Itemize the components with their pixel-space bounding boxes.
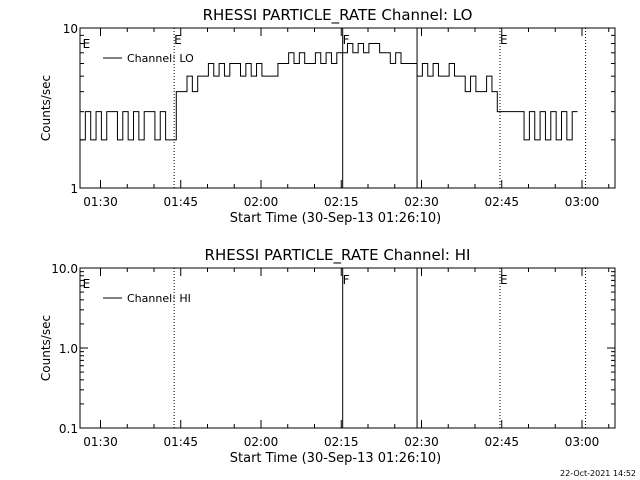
event-marker: E — [500, 33, 508, 47]
x-tick-label: 02:45 — [484, 195, 519, 209]
y-tick-label: 10.0 — [51, 262, 78, 276]
panel-hi: RHESSI PARTICLE_RATE Channel: HI 0.1 1.0 10… — [39, 246, 616, 466]
legend-label: Channel: HI — [127, 292, 191, 305]
x-tick-label: 02:30 — [404, 435, 439, 449]
x-axis-label: Start Time (30-Sep-13 01:26:10) — [230, 451, 441, 466]
event-marker: E — [500, 273, 508, 287]
x-tick-label: 03:00 — [565, 435, 600, 449]
event-marker: F — [343, 33, 350, 47]
x-tick-label: 01:45 — [163, 435, 198, 449]
edge-marker: E — [83, 37, 91, 51]
x-tick-label: 03:00 — [565, 195, 600, 209]
panel-lo: RHESSI PARTICLE_RATE Channel: LO 1 10 01:30… — [39, 6, 616, 226]
x-axis-label: Start Time (30-Sep-13 01:26:10) — [230, 211, 441, 226]
y-axis-label: Counts/sec — [39, 315, 53, 381]
series-line — [80, 43, 578, 141]
y-tick-label: 1.0 — [59, 342, 78, 356]
edge-marker: E — [83, 277, 91, 291]
event-marker: F — [343, 273, 350, 287]
x-tick-label: 02:00 — [244, 195, 279, 209]
y-tick-label: 0.1 — [59, 422, 78, 436]
event-marker: E — [174, 33, 182, 47]
chart-title: RHESSI PARTICLE_RATE Channel: LO — [203, 6, 473, 25]
y-axis-label: Counts/sec — [39, 75, 53, 141]
y-tick-label: 1 — [70, 182, 78, 196]
plot-frame — [79, 27, 616, 189]
x-tick-label: 02:00 — [244, 435, 279, 449]
chart-title: RHESSI PARTICLE_RATE Channel: HI — [205, 246, 471, 265]
y-tick-label: 10 — [63, 22, 78, 36]
x-tick-label: 01:30 — [83, 195, 118, 209]
legend-label: Channel: LO — [127, 52, 194, 65]
x-tick-label: 01:45 — [163, 195, 198, 209]
x-tick-label: 02:30 — [404, 195, 439, 209]
timestamp-label: 22-Oct-2021 14:52 — [560, 469, 636, 478]
x-tick-label: 02:45 — [484, 435, 519, 449]
x-tick-label: 01:30 — [83, 435, 118, 449]
x-tick-label: 02:15 — [324, 435, 359, 449]
x-tick-label: 02:15 — [324, 195, 359, 209]
